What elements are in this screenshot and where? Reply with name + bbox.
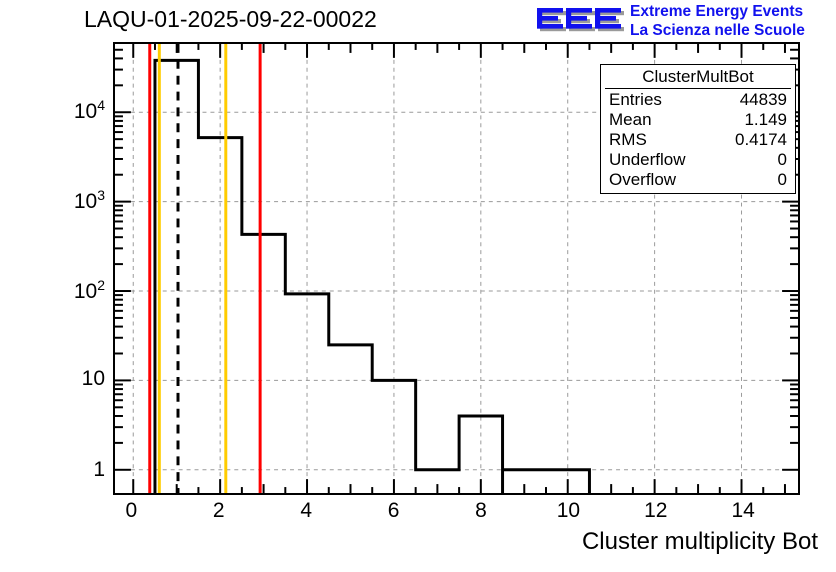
page-title: LAQU-01-2025-09-22-00022 bbox=[84, 6, 377, 32]
x-tick-label: 4 bbox=[300, 499, 312, 522]
stats-value: 0.4174 bbox=[735, 130, 787, 149]
stats-value: 44839 bbox=[739, 90, 787, 109]
stats-value: 0 bbox=[777, 170, 787, 189]
stats-key: Entries bbox=[609, 90, 662, 109]
x-tick-label: 8 bbox=[475, 499, 487, 522]
x-axis-title: Cluster multiplicity Bot bbox=[581, 528, 818, 555]
stats-rows: Entries 44839 Mean 1.149 RMS 0.4174 Underflow 0… bbox=[605, 90, 791, 190]
stats-row: Underflow 0 bbox=[605, 150, 791, 170]
stats-row: Overflow 0 bbox=[605, 170, 791, 190]
eee-logo-line2: La Scienza nelle Scuole bbox=[630, 22, 805, 39]
y-tick-label: 10 bbox=[81, 367, 105, 391]
x-tick-label: 12 bbox=[644, 499, 668, 522]
stats-key: Mean bbox=[609, 110, 652, 129]
x-tick-label: 0 bbox=[125, 499, 138, 522]
y-tick-label: 1 bbox=[93, 457, 105, 481]
stats-row: Mean 1.149 bbox=[605, 110, 791, 130]
x-tick-label: 14 bbox=[731, 499, 755, 522]
x-tick-label: 2 bbox=[212, 499, 225, 522]
y-tick-label: 103 bbox=[73, 187, 105, 214]
x-tick-label: 10 bbox=[556, 499, 581, 522]
stats-key: Underflow bbox=[609, 150, 686, 169]
stats-value: 1.149 bbox=[744, 110, 787, 129]
stats-row: Entries 44839 bbox=[605, 90, 791, 110]
plot-frame bbox=[113, 42, 800, 495]
stats-box: ClusterMultBot Entries 44839 Mean 1.149 RMS 0… bbox=[600, 64, 796, 194]
stats-key: RMS bbox=[609, 130, 647, 149]
x-tick-label: 6 bbox=[387, 499, 400, 522]
eee-logo-mark bbox=[537, 8, 624, 32]
stats-title: ClusterMultBot bbox=[605, 67, 791, 89]
eee-logo-text: Extreme Energy Events La Scienza nelle S… bbox=[630, 2, 805, 40]
stats-row: RMS 0.4174 bbox=[605, 130, 791, 150]
stats-value: 0 bbox=[777, 150, 787, 169]
y-tick-label: 104 bbox=[73, 96, 105, 123]
stats-key: Overflow bbox=[609, 170, 677, 189]
eee-logo: Extreme Energy Events La Scienza nelle S… bbox=[536, 2, 834, 42]
eee-logo-line1: Extreme Energy Events bbox=[630, 3, 804, 20]
y-tick-label: 102 bbox=[73, 277, 105, 304]
plot-canvas bbox=[115, 44, 798, 493]
